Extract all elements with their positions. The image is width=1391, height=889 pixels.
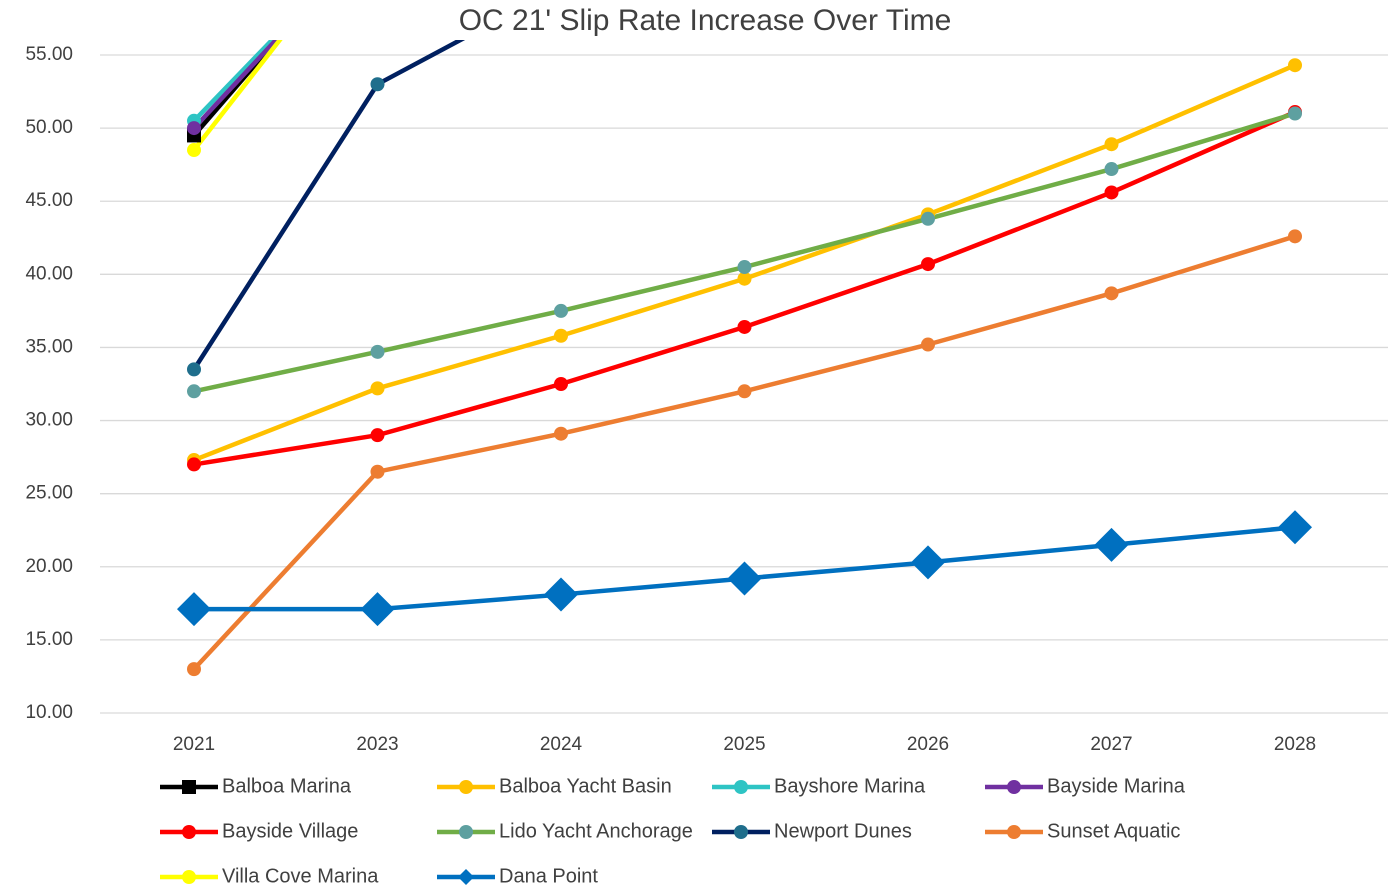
marker (921, 337, 935, 352)
marker (458, 869, 474, 885)
grid: 10.00 15.00 20.00 25.00 30.00 35.00 40.00 45.00… (25, 44, 1388, 755)
marker (187, 121, 201, 136)
marker (1007, 780, 1021, 794)
legend-label: Newport Dunes (774, 820, 912, 842)
marker (370, 344, 385, 359)
marker (459, 825, 473, 839)
marker (1288, 106, 1302, 121)
marker (1278, 510, 1312, 545)
x-tick-label: 2025 (723, 734, 765, 755)
marker (1094, 527, 1129, 562)
marker (1104, 137, 1119, 152)
marker (187, 143, 201, 158)
legend-label: Balboa Yacht Basin (499, 775, 672, 797)
y-tick-label: 35.00 (25, 336, 73, 357)
legend-label: Sunset Aquatic (1047, 820, 1180, 842)
x-tick-label: 2028 (1274, 734, 1316, 755)
marker (737, 384, 752, 399)
x-tick-label: 2021 (173, 734, 215, 755)
legend-label: Bayshore Marina (774, 775, 926, 797)
marker (1104, 286, 1119, 301)
marker (370, 464, 385, 479)
marker (921, 257, 935, 272)
series-line (193, 111, 1296, 394)
marker (554, 377, 568, 391)
y-tick-label: 45.00 (25, 190, 73, 211)
marker (1288, 58, 1302, 73)
chart-title: OC 21' Slip Rate Increase Over Time (459, 4, 952, 37)
marker (1104, 162, 1119, 177)
marker (921, 211, 935, 226)
series-line (192, 234, 1296, 671)
marker (182, 870, 196, 884)
y-tick-label: 20.00 (25, 556, 73, 577)
y-tick-label: 15.00 (25, 629, 73, 650)
marker (187, 362, 201, 377)
marker (182, 780, 196, 794)
legend-label: Lido Yacht Anchorage (499, 820, 693, 842)
marker (737, 319, 752, 334)
marker (554, 426, 568, 441)
legend-label: Bayside Marina (1047, 775, 1186, 797)
legend-label: Villa Cove Marina (222, 865, 379, 887)
y-tick-label: 50.00 (25, 117, 73, 138)
marker (182, 825, 196, 839)
x-tick-label: 2027 (1090, 734, 1132, 755)
marker (459, 780, 473, 794)
marker (554, 303, 568, 318)
x-tick-label: 2026 (907, 734, 949, 755)
x-tick-label: 2024 (540, 734, 583, 755)
marker (911, 545, 945, 580)
y-tick-label: 25.00 (25, 483, 73, 504)
marker (370, 428, 385, 443)
legend-label: Dana Point (499, 865, 598, 887)
marker (187, 384, 201, 399)
marker (1288, 229, 1302, 244)
legend-label: Bayside Village (222, 820, 358, 842)
marker (727, 561, 762, 596)
marker (370, 381, 385, 396)
y-tick-label: 40.00 (25, 263, 73, 284)
marker (360, 592, 395, 627)
marker (1007, 825, 1021, 839)
marker (734, 780, 748, 794)
marker (187, 457, 201, 472)
marker (544, 577, 578, 612)
legend: Balboa Marina Balboa Yacht Basin Bayshore … (160, 775, 1186, 887)
marker (177, 592, 211, 627)
x-tick-label: 2023 (356, 734, 398, 755)
marker (737, 260, 752, 275)
marker (187, 662, 201, 677)
marker (554, 328, 568, 343)
marker (737, 271, 752, 286)
plot-area (177, 40, 1312, 677)
marker (1104, 185, 1119, 200)
y-tick-label: 30.00 (25, 410, 73, 431)
marker (734, 825, 748, 839)
y-tick-label: 10.00 (25, 702, 73, 723)
legend-label: Balboa Marina (222, 775, 352, 797)
marker (370, 77, 385, 92)
y-tick-label: 55.00 (25, 44, 73, 65)
